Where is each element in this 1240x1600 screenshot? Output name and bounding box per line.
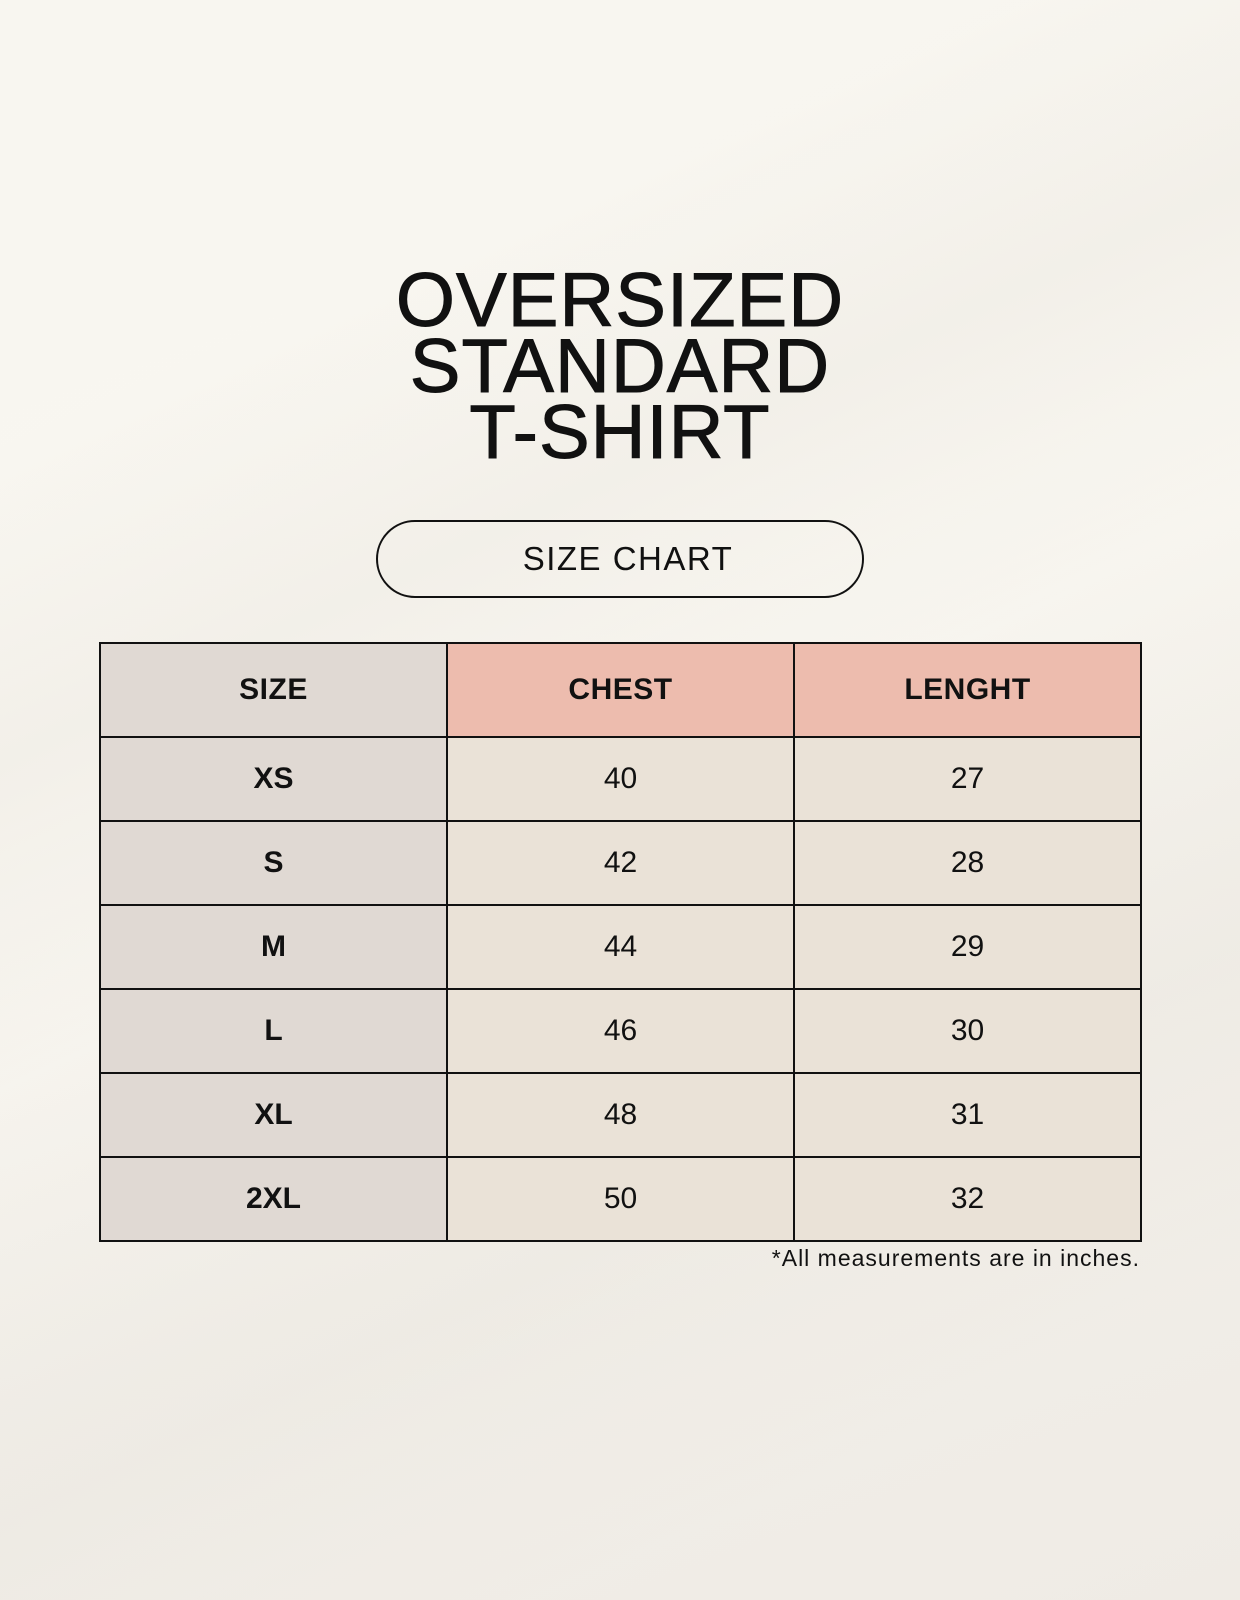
chest-cell: 42 [446, 820, 795, 906]
chest-cell: 48 [446, 1072, 795, 1158]
table-header-row: SIZE CHEST LENGHT [99, 642, 1142, 738]
chest-cell: 46 [446, 988, 795, 1074]
length-cell: 27 [793, 736, 1142, 822]
size-table: SIZE CHEST LENGHT XS 40 27 S 42 28 M 44 29 L 46 30 X… [99, 642, 1142, 1242]
table-row: M 44 29 [99, 904, 1142, 990]
size-chart-badge: SIZE CHART [376, 520, 864, 598]
title-line-3: T-SHIRT [469, 390, 771, 475]
length-cell: 31 [793, 1072, 1142, 1158]
header-length: LENGHT [793, 642, 1142, 738]
size-cell: XS [99, 736, 448, 822]
chest-cell: 44 [446, 904, 795, 990]
length-cell: 30 [793, 988, 1142, 1074]
size-cell: 2XL [99, 1156, 448, 1242]
table-row: XL 48 31 [99, 1072, 1142, 1158]
chest-cell: 50 [446, 1156, 795, 1242]
length-cell: 28 [793, 820, 1142, 906]
size-cell: L [99, 988, 448, 1074]
title-line-1: OVERSIZED [395, 258, 845, 343]
header-chest: CHEST [446, 642, 795, 738]
footnote: *All measurements are in inches. [771, 1245, 1140, 1271]
table-row: S 42 28 [99, 820, 1142, 906]
length-cell: 32 [793, 1156, 1142, 1242]
size-cell: S [99, 820, 448, 906]
header-size: SIZE [99, 642, 448, 738]
chest-cell: 40 [446, 736, 795, 822]
size-cell: M [99, 904, 448, 990]
length-cell: 29 [793, 904, 1142, 990]
table-row: L 46 30 [99, 988, 1142, 1074]
title-line-2: STANDARD [409, 324, 831, 409]
table-row: 2XL 50 32 [99, 1156, 1142, 1242]
page-title: OVERSIZED STANDARD T-SHIRT [0, 258, 1240, 475]
size-cell: XL [99, 1072, 448, 1158]
table-row: XS 40 27 [99, 736, 1142, 822]
